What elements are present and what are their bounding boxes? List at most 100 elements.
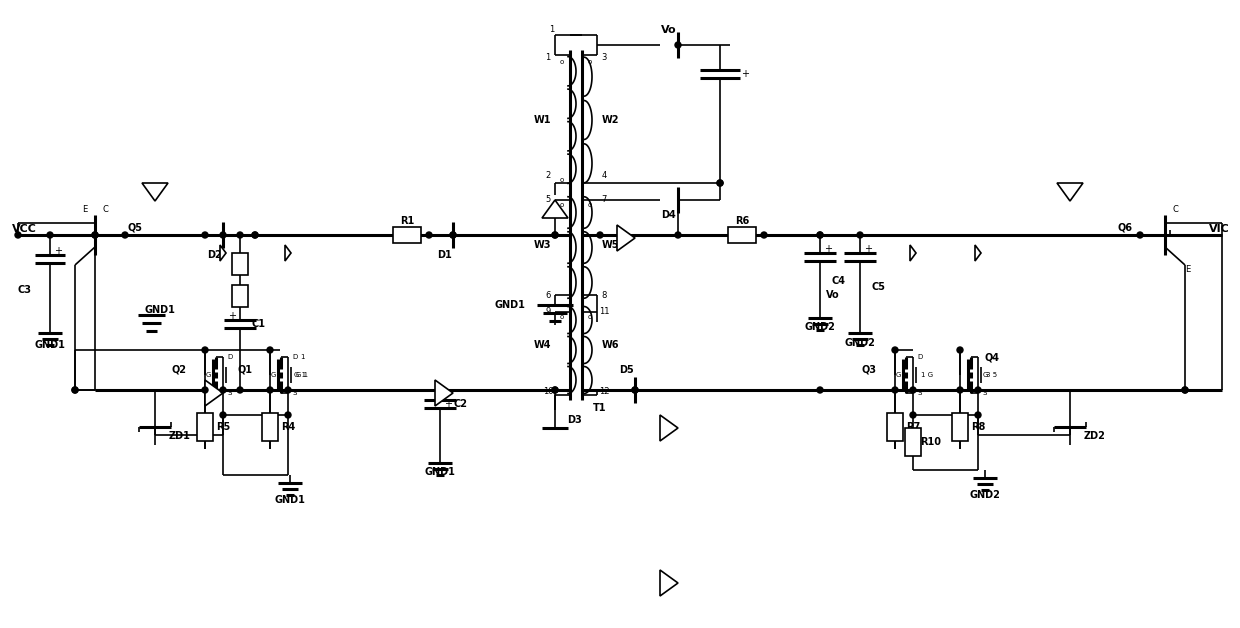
Text: C5: C5 bbox=[870, 282, 885, 292]
Circle shape bbox=[15, 232, 21, 238]
Text: D: D bbox=[918, 354, 923, 360]
Text: 4: 4 bbox=[601, 170, 606, 180]
Circle shape bbox=[92, 232, 98, 238]
Text: G: G bbox=[982, 372, 988, 378]
Text: R6: R6 bbox=[735, 216, 749, 226]
Text: 11: 11 bbox=[599, 308, 609, 317]
Polygon shape bbox=[1056, 183, 1083, 201]
Circle shape bbox=[957, 387, 963, 393]
Polygon shape bbox=[542, 200, 568, 218]
Text: 1: 1 bbox=[300, 354, 304, 360]
Text: E: E bbox=[1185, 266, 1190, 274]
Text: C2: C2 bbox=[453, 399, 467, 409]
Text: VCC: VCC bbox=[12, 224, 37, 234]
Text: D2: D2 bbox=[207, 250, 222, 260]
Circle shape bbox=[202, 387, 208, 393]
Circle shape bbox=[219, 232, 226, 238]
Text: GND1: GND1 bbox=[145, 305, 175, 315]
Circle shape bbox=[450, 232, 456, 238]
Text: R5: R5 bbox=[216, 422, 231, 432]
Text: R4: R4 bbox=[281, 422, 295, 432]
Text: GND2: GND2 bbox=[805, 322, 836, 332]
Bar bbox=[197, 413, 213, 441]
Text: 3 5: 3 5 bbox=[987, 372, 997, 378]
Circle shape bbox=[202, 347, 208, 353]
Circle shape bbox=[427, 232, 432, 238]
Circle shape bbox=[817, 232, 823, 238]
Text: Vo: Vo bbox=[826, 290, 839, 300]
Polygon shape bbox=[143, 183, 167, 201]
Text: S: S bbox=[918, 390, 923, 396]
Text: GND1: GND1 bbox=[494, 300, 525, 310]
Text: W6: W6 bbox=[601, 340, 619, 350]
Text: W3: W3 bbox=[533, 240, 551, 250]
Text: 1: 1 bbox=[549, 26, 554, 35]
Text: S: S bbox=[983, 390, 987, 396]
Polygon shape bbox=[660, 570, 678, 596]
Text: 12: 12 bbox=[599, 387, 609, 396]
Circle shape bbox=[675, 232, 681, 238]
Polygon shape bbox=[975, 245, 981, 261]
Text: R7: R7 bbox=[906, 422, 920, 432]
Circle shape bbox=[910, 412, 916, 418]
Circle shape bbox=[122, 232, 128, 238]
Text: R1: R1 bbox=[399, 216, 414, 226]
Text: Q4: Q4 bbox=[985, 352, 999, 362]
Text: C4: C4 bbox=[831, 276, 844, 286]
Text: S: S bbox=[293, 390, 298, 396]
Circle shape bbox=[761, 232, 768, 238]
Text: GND1: GND1 bbox=[424, 467, 455, 477]
Text: GND2: GND2 bbox=[970, 490, 1001, 500]
Bar bbox=[262, 413, 278, 441]
Text: Q3: Q3 bbox=[862, 365, 877, 375]
Circle shape bbox=[285, 412, 291, 418]
Text: 8: 8 bbox=[601, 291, 606, 300]
Text: 1 G: 1 G bbox=[921, 372, 932, 378]
Text: 2: 2 bbox=[546, 170, 551, 180]
Text: o: o bbox=[560, 177, 564, 183]
Text: D5: D5 bbox=[619, 365, 634, 375]
Bar bbox=[905, 428, 921, 456]
Text: D: D bbox=[293, 354, 298, 360]
Circle shape bbox=[975, 387, 981, 393]
Text: +: + bbox=[864, 244, 872, 254]
Circle shape bbox=[817, 387, 823, 393]
Text: o: o bbox=[588, 314, 593, 320]
Text: G: G bbox=[895, 372, 900, 378]
Text: C1: C1 bbox=[250, 319, 265, 329]
Text: 10: 10 bbox=[543, 387, 553, 396]
Text: S: S bbox=[228, 390, 232, 396]
Text: +: + bbox=[444, 399, 453, 409]
Circle shape bbox=[975, 412, 981, 418]
Text: R8: R8 bbox=[971, 422, 986, 432]
Circle shape bbox=[957, 347, 963, 353]
Circle shape bbox=[267, 387, 273, 393]
Text: GND1: GND1 bbox=[35, 340, 66, 350]
Circle shape bbox=[1182, 387, 1188, 393]
Text: 3: 3 bbox=[601, 53, 606, 63]
Polygon shape bbox=[618, 225, 635, 251]
Text: ZD1: ZD1 bbox=[169, 431, 191, 441]
Text: T1: T1 bbox=[593, 403, 606, 413]
Circle shape bbox=[675, 42, 681, 48]
Text: C: C bbox=[102, 205, 108, 215]
Text: D: D bbox=[227, 354, 233, 360]
Bar bbox=[232, 253, 248, 275]
Text: W1: W1 bbox=[533, 115, 551, 125]
Text: o: o bbox=[560, 202, 564, 208]
Circle shape bbox=[596, 232, 603, 238]
Text: Q5: Q5 bbox=[128, 222, 143, 232]
Text: +: + bbox=[228, 311, 236, 321]
Circle shape bbox=[857, 232, 863, 238]
Text: o: o bbox=[588, 202, 593, 208]
Circle shape bbox=[632, 387, 639, 393]
Bar bbox=[887, 413, 903, 441]
Text: +: + bbox=[825, 244, 832, 254]
Polygon shape bbox=[205, 380, 223, 406]
Circle shape bbox=[450, 232, 456, 238]
Circle shape bbox=[632, 387, 639, 393]
Circle shape bbox=[219, 412, 226, 418]
Circle shape bbox=[892, 347, 898, 353]
Text: 7: 7 bbox=[601, 195, 606, 205]
Circle shape bbox=[252, 232, 258, 238]
